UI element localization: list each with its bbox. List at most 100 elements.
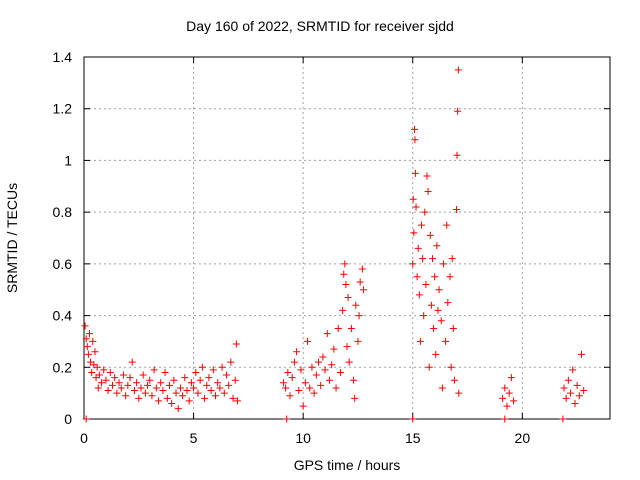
data-point <box>412 203 420 211</box>
data-point <box>81 322 89 330</box>
data-point <box>443 221 451 229</box>
data-point <box>232 340 240 348</box>
data-point <box>419 255 427 263</box>
data-point <box>455 389 463 397</box>
data-point <box>94 384 102 392</box>
data-point <box>229 394 237 402</box>
data-point <box>89 337 97 345</box>
y-tick-label: 0.8 <box>53 204 73 220</box>
data-point <box>104 387 112 395</box>
data-point <box>222 371 230 379</box>
data-point <box>507 374 515 382</box>
data-point <box>135 394 143 402</box>
data-point <box>119 371 127 379</box>
data-point <box>159 387 167 395</box>
data-point <box>144 381 152 389</box>
data-point <box>430 325 438 332</box>
data-point <box>334 325 342 332</box>
data-points <box>81 66 588 423</box>
data-point <box>84 350 92 358</box>
data-point <box>510 397 518 405</box>
data-point <box>332 384 340 392</box>
data-point <box>306 384 314 392</box>
data-point <box>155 397 163 405</box>
data-point <box>295 387 303 395</box>
data-point <box>124 381 132 389</box>
data-point <box>83 343 91 351</box>
data-point <box>434 306 442 314</box>
data-point <box>183 387 191 395</box>
data-point <box>126 374 134 382</box>
data-point <box>414 244 422 252</box>
data-point <box>345 358 353 366</box>
data-point <box>433 242 441 250</box>
data-point <box>410 229 418 237</box>
grid <box>84 57 610 419</box>
data-point <box>344 293 352 301</box>
data-point <box>431 273 439 281</box>
data-point <box>409 195 417 203</box>
data-point <box>325 376 333 384</box>
data-point <box>342 281 350 289</box>
data-point <box>559 415 567 423</box>
data-point <box>190 384 198 392</box>
data-point <box>304 337 312 345</box>
data-point <box>297 366 305 374</box>
data-point <box>409 260 417 268</box>
data-point <box>168 399 176 407</box>
data-point <box>354 337 362 345</box>
data-point <box>150 366 158 374</box>
data-point <box>413 273 421 281</box>
data-point <box>319 353 327 361</box>
data-point <box>216 384 224 392</box>
data-point <box>359 286 367 294</box>
y-tick-label: 0 <box>64 411 72 427</box>
data-point <box>425 363 433 371</box>
data-point <box>299 402 307 410</box>
data-point <box>163 394 171 402</box>
data-point <box>449 325 457 332</box>
data-point <box>454 107 462 115</box>
data-point <box>209 366 217 374</box>
data-point <box>423 172 431 180</box>
data-point <box>207 387 215 395</box>
data-point <box>450 376 458 384</box>
data-point <box>356 278 364 286</box>
data-point <box>194 389 202 397</box>
axis-ticks: 0 0.2 0.4 0.6 0.8 1 1.2 1.4 0 5 10 15 20 <box>53 49 610 446</box>
data-point <box>225 381 233 389</box>
y-axis-label: SRMTID / TECUs <box>4 182 20 294</box>
y-tick-label: 0.6 <box>53 256 73 272</box>
data-point <box>330 345 338 353</box>
data-point <box>350 376 358 384</box>
data-point <box>98 379 106 387</box>
y-tick-label: 0.2 <box>53 359 73 375</box>
data-point <box>205 374 213 382</box>
chart-title: Day 160 of 2022, SRMTID for receiver sjd… <box>186 18 454 34</box>
data-point <box>85 330 93 338</box>
y-tick-label: 0.4 <box>53 308 73 324</box>
data-point <box>201 394 209 402</box>
data-point <box>227 358 235 366</box>
data-point <box>575 392 583 400</box>
x-tick-label: 15 <box>405 430 421 446</box>
data-point <box>435 286 443 294</box>
data-point <box>161 368 169 376</box>
data-point <box>501 384 509 392</box>
x-tick-label: 20 <box>515 430 531 446</box>
data-point <box>438 384 446 392</box>
data-point <box>347 325 355 332</box>
data-point <box>146 376 154 384</box>
data-point <box>286 392 294 400</box>
data-point <box>301 379 309 387</box>
data-point <box>328 361 336 369</box>
data-point <box>505 389 513 397</box>
data-point <box>176 384 184 392</box>
data-point <box>562 394 570 402</box>
data-point <box>203 381 211 389</box>
data-point <box>564 376 572 384</box>
data-point <box>115 379 123 387</box>
data-point <box>420 312 428 320</box>
data-point <box>503 402 511 410</box>
